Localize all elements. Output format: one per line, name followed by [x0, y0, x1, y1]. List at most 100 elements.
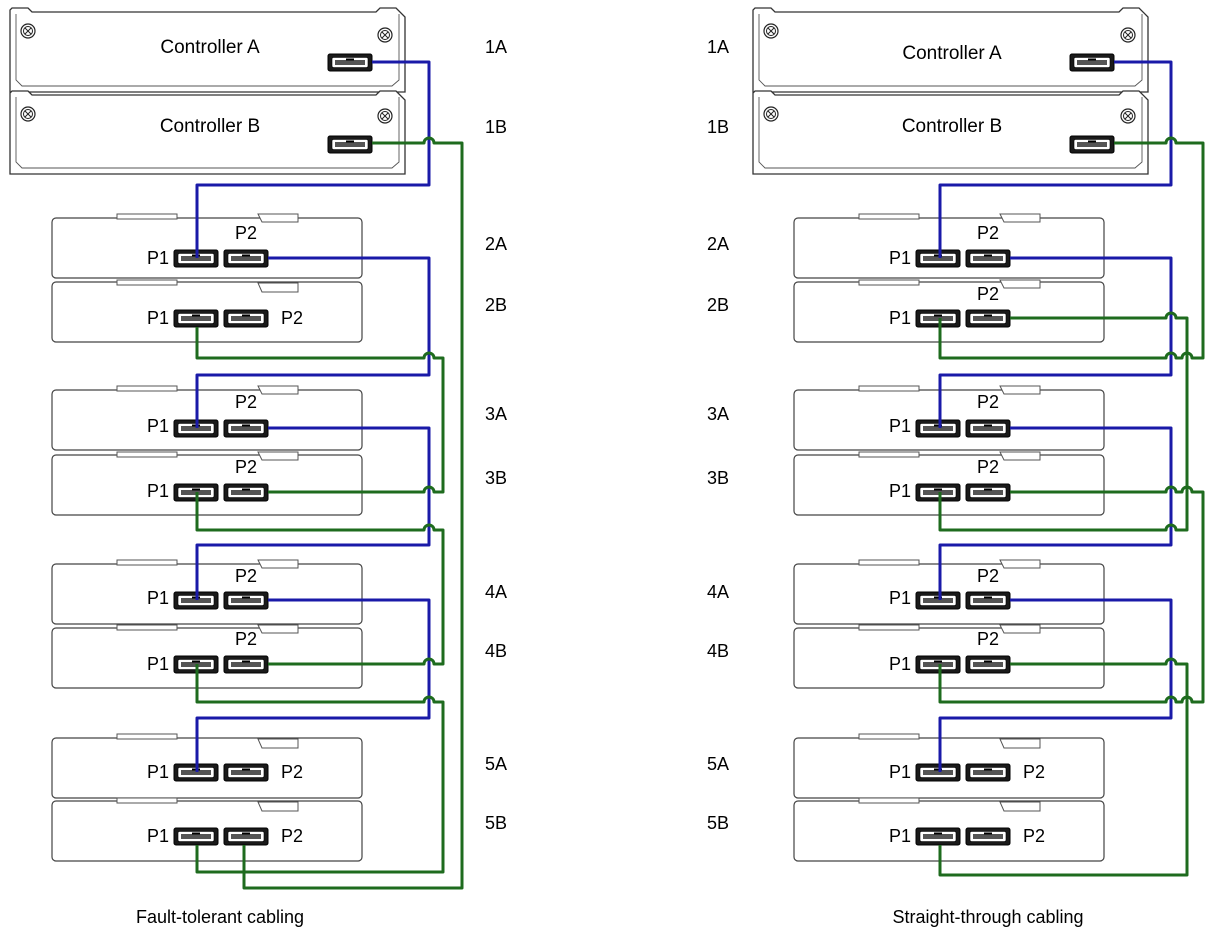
position-tag: 4B — [707, 641, 729, 661]
controller-label: Controller A — [160, 37, 260, 58]
sas-port-icon — [223, 483, 269, 502]
sas-port-icon — [965, 249, 1011, 268]
port-label: P2 — [235, 392, 257, 412]
sas-port-icon — [965, 827, 1011, 846]
sas-port-icon — [965, 419, 1011, 438]
controller-a: Controller A 1A — [707, 7, 1149, 93]
port-label: P2 — [1023, 826, 1045, 846]
controller-label: Controller B — [160, 116, 260, 137]
sas-port-icon — [915, 827, 961, 846]
port-label: P1 — [147, 416, 169, 436]
sas-port-icon — [965, 655, 1011, 674]
sas-port-icon — [223, 309, 269, 328]
expansion-module-5a: P1 P2 5A — [51, 733, 507, 799]
fault-tolerant-diagram: Controller A 1A Controller B 1B P1 P2 2A — [9, 7, 507, 927]
sas-port-icon — [965, 483, 1011, 502]
sas-port-icon — [915, 419, 961, 438]
expansion-module-2b: P1 P2 2B — [707, 279, 1105, 343]
sas-port-icon — [223, 249, 269, 268]
port-label: P2 — [281, 308, 303, 328]
port-label: P1 — [889, 248, 911, 268]
port-label: P2 — [281, 762, 303, 782]
expansion-module-5b: P1 P2 5B — [707, 797, 1105, 862]
position-tag: 3A — [485, 404, 507, 424]
sas-port-icon — [223, 655, 269, 674]
position-tag: 3B — [707, 468, 729, 488]
controller-label: Controller B — [902, 116, 1002, 137]
expansion-module-5a: P1 P2 5A — [707, 733, 1105, 799]
expansion-module-2a: P1 P2 2A — [51, 213, 507, 279]
sas-port-icon — [327, 53, 373, 72]
expansion-module-2a: P1 P2 2A — [707, 213, 1105, 279]
position-tag: 1A — [707, 37, 729, 57]
cable-path-b — [195, 136, 464, 890]
straight-through-diagram: Controller A 1A Controller B 1B P1 P2 2A — [707, 7, 1205, 927]
port-label: P2 — [977, 566, 999, 586]
sas-port-icon — [1069, 135, 1115, 154]
expansion-module-3b: P1 P2 3B — [51, 451, 507, 516]
position-tag: 3A — [707, 404, 729, 424]
cable-path-b — [938, 136, 1205, 877]
diagram-caption: Fault-tolerant cabling — [136, 907, 304, 927]
sas-port-icon — [327, 135, 373, 154]
port-label: P1 — [147, 654, 169, 674]
position-tag: 2B — [485, 295, 507, 315]
position-tag: 4A — [485, 582, 507, 602]
expansion-module-5b: P1 P2 5B — [51, 797, 507, 862]
sas-port-icon — [965, 763, 1011, 782]
port-label: P2 — [977, 457, 999, 477]
sas-port-icon — [1069, 53, 1115, 72]
port-label: P1 — [147, 826, 169, 846]
screw-icon — [20, 106, 36, 122]
port-label: P2 — [977, 223, 999, 243]
expansion-module-4a: P1 P2 4A — [51, 559, 507, 625]
controller-b: Controller B 1B — [707, 90, 1149, 175]
port-label: P2 — [235, 629, 257, 649]
cable-path-a — [195, 60, 431, 772]
port-label: P1 — [147, 588, 169, 608]
port-label: P1 — [889, 416, 911, 436]
screw-icon — [20, 23, 36, 39]
port-label: P1 — [147, 481, 169, 501]
port-label: P1 — [147, 762, 169, 782]
expansion-module-3b: P1 P2 3B — [707, 451, 1105, 516]
position-tag: 5B — [485, 813, 507, 833]
expansion-module-4a: P1 P2 4A — [707, 559, 1105, 625]
position-tag: 5B — [707, 813, 729, 833]
position-tag: 2A — [707, 234, 729, 254]
controller-a: Controller A 1A — [9, 7, 507, 93]
port-label: P2 — [1023, 762, 1045, 782]
port-label: P1 — [889, 308, 911, 328]
position-tag: 2A — [485, 234, 507, 254]
screw-icon — [1120, 27, 1136, 43]
cable-path-a — [938, 60, 1173, 772]
port-label: P1 — [889, 588, 911, 608]
port-label: P2 — [977, 284, 999, 304]
sas-port-icon — [173, 309, 219, 328]
sas-port-icon — [173, 827, 219, 846]
sas-port-icon — [223, 763, 269, 782]
port-label: P1 — [889, 826, 911, 846]
screw-icon — [1120, 108, 1136, 124]
port-label: P2 — [977, 629, 999, 649]
position-tag: 1A — [485, 37, 507, 57]
port-label: P1 — [147, 308, 169, 328]
expansion-module-2b: P1 P2 2B — [51, 279, 507, 343]
screw-icon — [763, 23, 779, 39]
controller-b: Controller B 1B — [9, 90, 507, 175]
sas-port-icon — [915, 483, 961, 502]
sas-port-icon — [223, 827, 269, 846]
screw-icon — [377, 27, 393, 43]
expansion-module-3a: P1 P2 3A — [707, 385, 1105, 451]
expansion-module-4b: P1 P2 4B — [51, 624, 507, 689]
port-label: P1 — [889, 481, 911, 501]
sas-port-icon — [915, 763, 961, 782]
position-tag: 3B — [485, 468, 507, 488]
position-tag: 1B — [707, 117, 729, 137]
expansion-module-4b: P1 P2 4B — [707, 624, 1105, 689]
sas-port-icon — [223, 591, 269, 610]
expansion-module-3a: P1 P2 3A — [51, 385, 507, 451]
sas-port-icon — [965, 591, 1011, 610]
port-label: P1 — [147, 248, 169, 268]
